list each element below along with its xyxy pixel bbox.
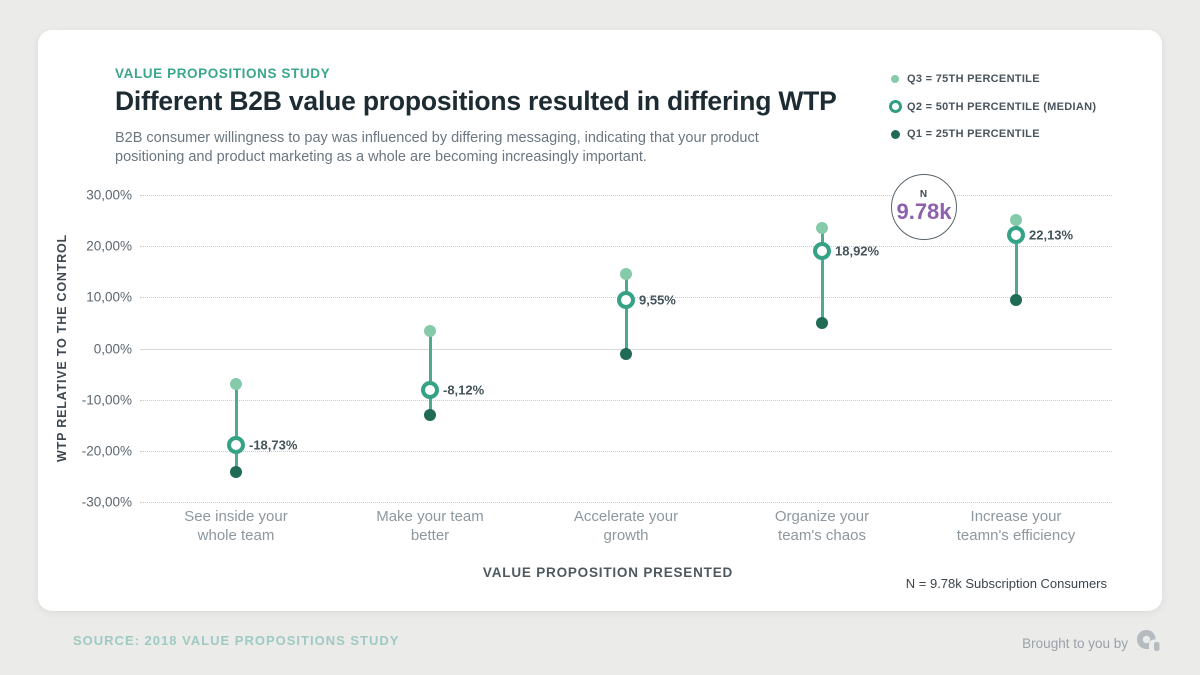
sample-size-badge: N 9.78k	[891, 174, 957, 240]
category-label: See inside your whole team	[184, 508, 288, 544]
q3-dot	[1010, 214, 1022, 227]
median-ring-icon	[883, 100, 907, 113]
gridline	[140, 245, 1112, 247]
gridline	[140, 451, 1112, 453]
legend: Q3 = 75TH PERCENTILE Q2 = 50TH PERCENTIL…	[883, 70, 1096, 153]
y-axis-title: WTP RELATIVE TO THE CONTROL	[55, 234, 69, 462]
legend-item-q3: Q3 = 75TH PERCENTILE	[883, 70, 1096, 88]
y-tick-label: -30,00%	[81, 494, 132, 510]
q1-dot	[1010, 293, 1022, 306]
median-ring	[227, 435, 245, 454]
kicker-label: VALUE PROPOSITIONS STUDY	[115, 66, 331, 81]
q3-dot	[816, 221, 828, 234]
q1-dot	[230, 465, 242, 478]
range-line	[234, 384, 238, 472]
sample-size-note: N = 9.78k Subscription Consumers	[905, 576, 1107, 591]
category-label: Accelerate your growth	[573, 508, 679, 544]
q1-dot	[816, 316, 828, 329]
x-axis-title: VALUE PROPOSITION PRESENTED	[482, 565, 734, 580]
profitwell-logo-icon	[1136, 629, 1163, 657]
range-line	[1014, 220, 1018, 300]
attribution: Brought to you by	[1022, 629, 1163, 657]
legend-item-q1: Q1 = 25TH PERCENTILE	[883, 125, 1096, 143]
q3-dot	[620, 268, 632, 281]
chart-card: VALUE PROPOSITIONS STUDY Different B2B v…	[38, 30, 1162, 611]
median-ring	[813, 242, 831, 261]
median-value-label: 22,13%	[1029, 227, 1074, 243]
legend-label: Q1 = 25TH PERCENTILE	[907, 128, 1040, 140]
median-ring	[421, 381, 439, 400]
gridline	[140, 399, 1112, 401]
range-line	[624, 274, 628, 354]
median-value-label: -18,73%	[249, 437, 298, 453]
median-value-label: 9,55%	[639, 292, 676, 307]
q1-dot-icon	[883, 129, 907, 139]
legend-label: Q2 = 50TH PERCENTILE (MEDIAN)	[907, 100, 1097, 113]
page-subtitle: B2B consumer willingness to pay was infl…	[115, 130, 759, 166]
q3-dot-icon	[883, 75, 907, 83]
q1-dot	[424, 409, 436, 422]
median-value-label: -8,12%	[443, 382, 485, 398]
sample-size-value: 9.78k	[896, 199, 952, 225]
range-line	[820, 227, 824, 323]
y-tick-label: -20,00%	[81, 443, 132, 459]
median-ring	[617, 290, 635, 309]
y-tick-label: 0,00%	[93, 341, 132, 356]
source-citation: SOURCE: 2018 VALUE PROPOSITIONS STUDY	[73, 633, 400, 648]
q3-dot	[230, 378, 242, 391]
gridline	[140, 194, 1112, 196]
sample-size-letter: N	[919, 189, 929, 201]
y-tick-label: 30,00%	[86, 187, 132, 203]
legend-item-q2: Q2 = 50TH PERCENTILE (MEDIAN)	[883, 98, 1096, 116]
q1-dot	[620, 347, 632, 360]
median-value-label: 18,92%	[835, 243, 880, 259]
range-line	[428, 330, 432, 416]
legend-label: Q3 = 75TH PERCENTILE	[907, 73, 1040, 85]
y-tick-label: -10,00%	[81, 392, 132, 408]
q3-dot	[424, 324, 436, 337]
attribution-label: Brought to you by	[1022, 635, 1128, 651]
y-tick-label: 20,00%	[86, 238, 132, 254]
median-ring	[1007, 225, 1025, 244]
category-label: Organize your team's chaos	[774, 508, 870, 544]
page-title: Different B2B value propositions resulte…	[115, 86, 837, 116]
y-tick-label: 10,00%	[86, 289, 132, 305]
category-label: Increase your teamn's efficiency	[956, 508, 1076, 544]
category-label: Make your team better	[376, 508, 484, 544]
gridline	[140, 502, 1112, 504]
